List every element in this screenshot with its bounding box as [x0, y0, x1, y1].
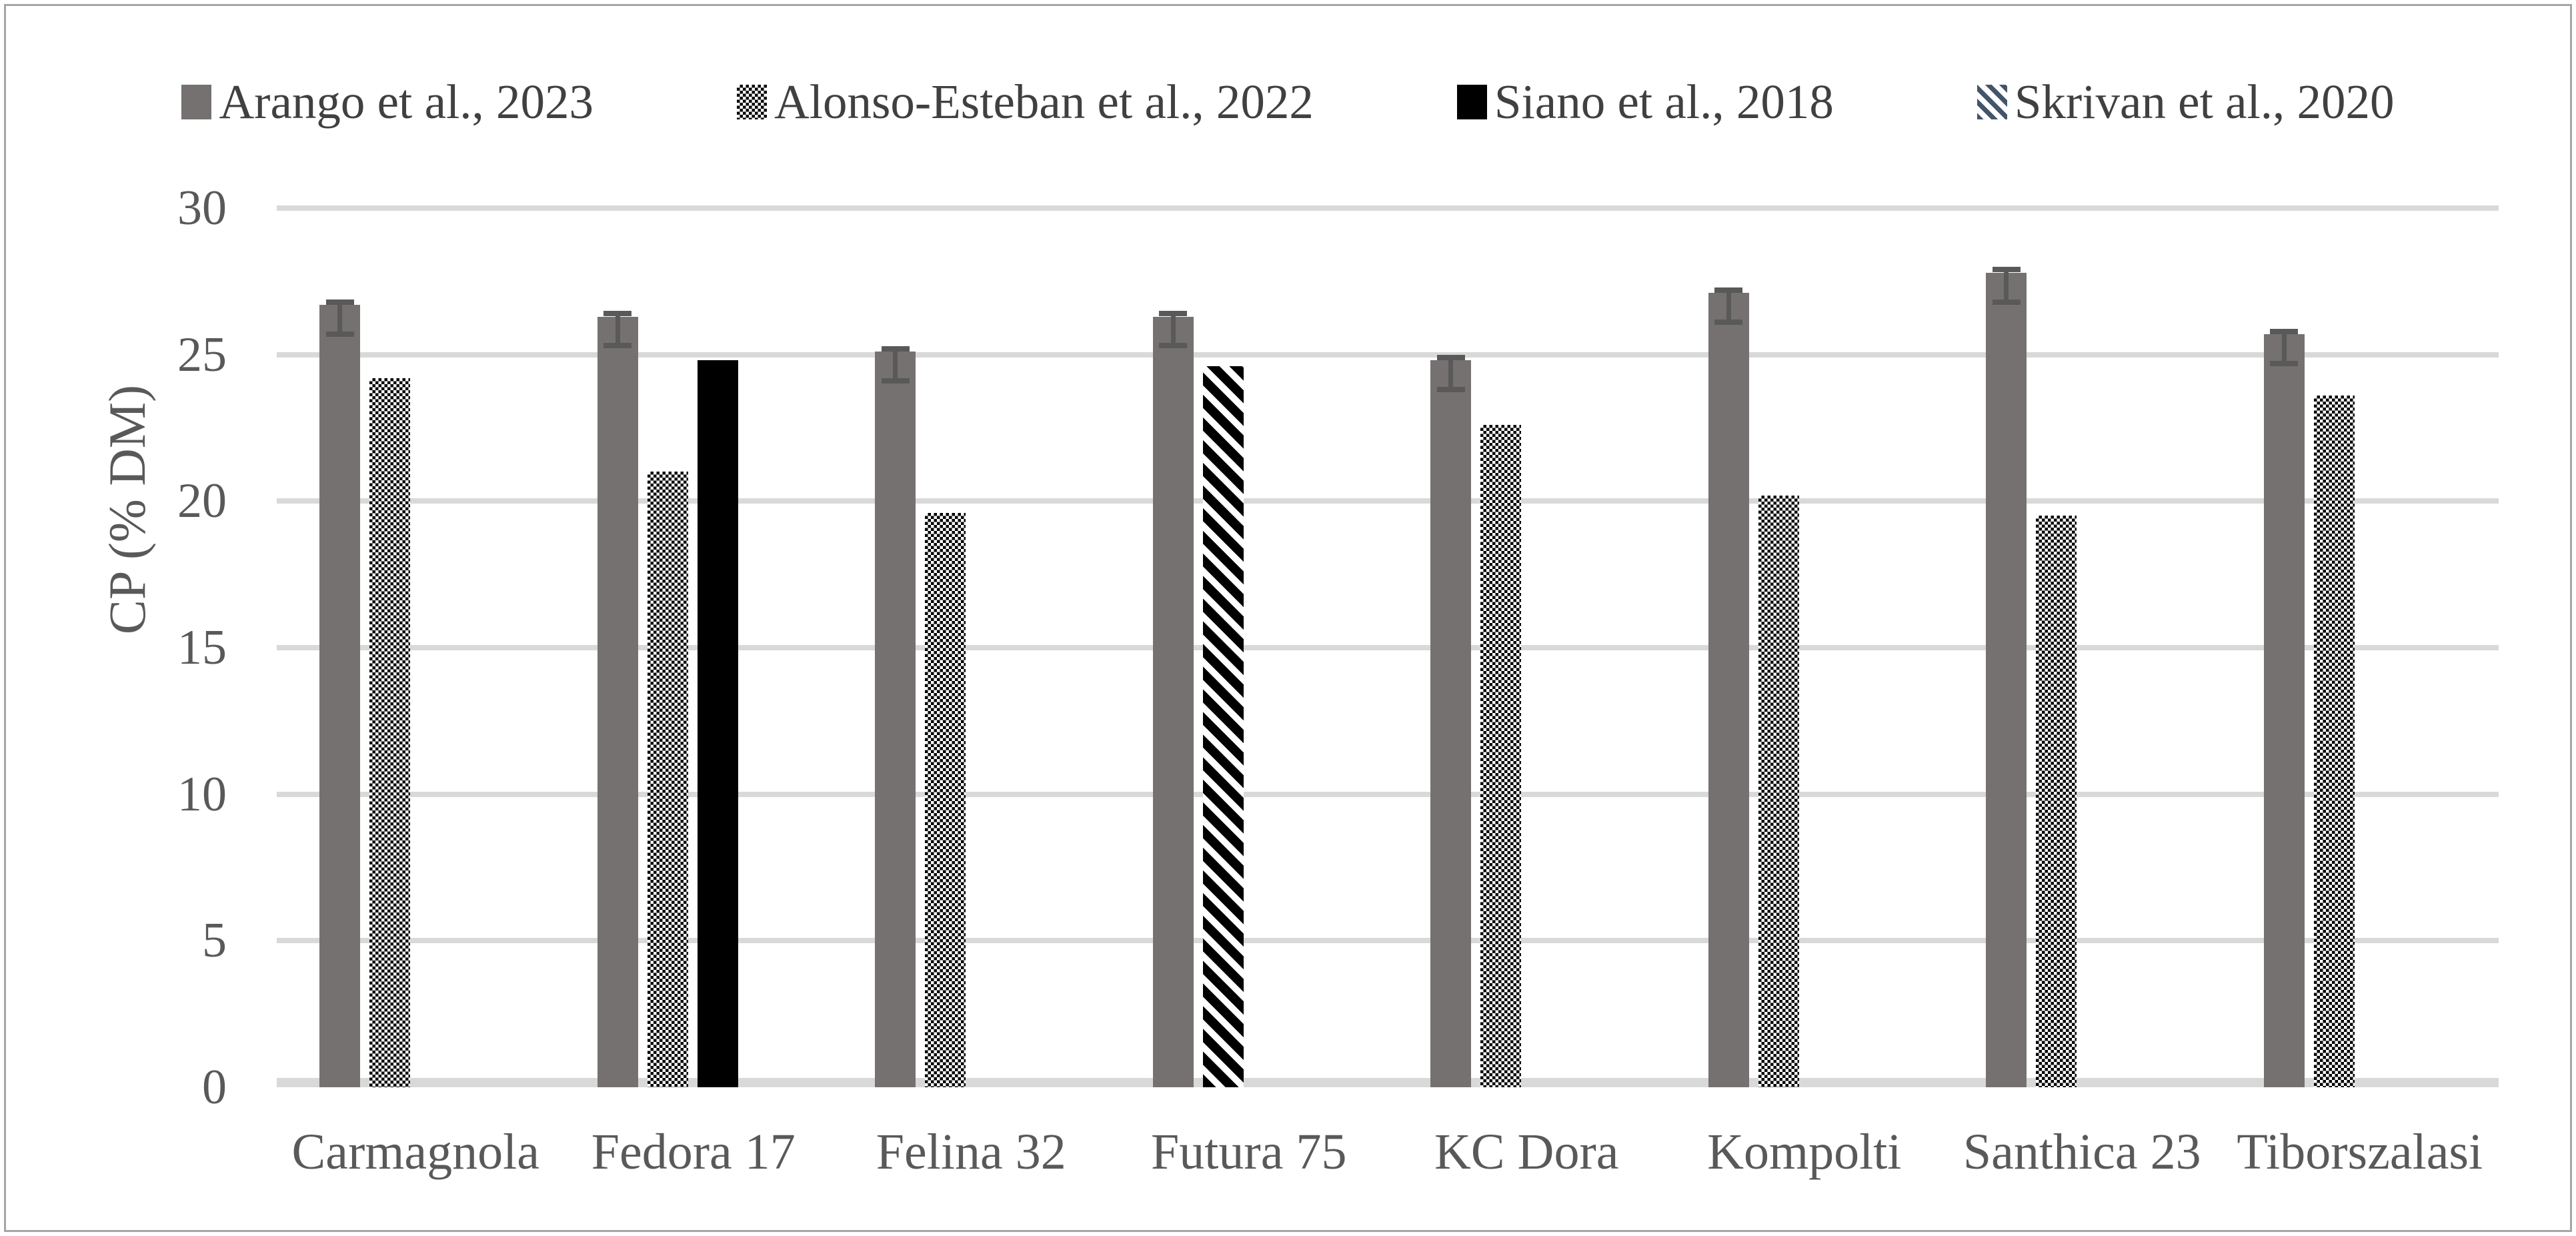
legend-item-arango: Arango et al., 2023 — [181, 74, 593, 130]
x-tick-label-tiborszalasi: Tiborszalasi — [2237, 1124, 2483, 1180]
legend: Arango et al., 2023 Alonso-Esteban et al… — [0, 69, 2576, 135]
y-tick-label-30: 30 — [177, 181, 227, 235]
error-bar-cap-top — [1714, 287, 1742, 293]
bar-arango-carmagnola — [319, 304, 360, 1087]
error-bar-cap-top — [1992, 267, 2021, 273]
x-tick-label-felina-32: Felina 32 — [876, 1124, 1066, 1180]
bar-alonso-esteban-felina-32 — [925, 512, 966, 1087]
bar-alonso-esteban-kc-dora — [1480, 425, 1521, 1087]
error-bar-stem — [337, 299, 342, 337]
error-bar-cap-top — [2270, 328, 2298, 334]
legend-item-alonso-esteban: Alonso-Esteban et al., 2022 — [737, 74, 1314, 130]
error-bar-cap-bottom — [1992, 299, 2021, 305]
legend-label: Alonso-Esteban et al., 2022 — [774, 75, 1314, 129]
bar-arango-felina-32 — [875, 352, 916, 1087]
bar-arango-tiborszalasi — [2263, 334, 2305, 1087]
error-bar-stem — [615, 311, 620, 349]
legend-item-skrivan: Skrivan et al., 2020 — [1977, 74, 2395, 130]
error-bar-cap-top — [1436, 355, 1465, 361]
y-tick-label-0: 0 — [202, 1060, 227, 1115]
error-bar-cap-bottom — [2270, 360, 2298, 366]
x-tick-label-santhica-23: Santhica 23 — [1963, 1124, 2201, 1180]
y-tick-label-5: 5 — [202, 913, 227, 969]
error-bar-cap-top — [1159, 311, 1187, 317]
legend-item-siano: Siano et al., 2018 — [1456, 74, 1834, 130]
gridline-30 — [277, 205, 2499, 211]
bar-siano-fedora-17 — [697, 360, 738, 1087]
error-bar-cap-top — [603, 311, 631, 317]
y-tick-label-10: 10 — [177, 766, 227, 822]
error-bar-stem — [2281, 328, 2287, 366]
error-bar-cap-bottom — [325, 331, 354, 337]
x-tick-label-futura-75: Futura 75 — [1151, 1124, 1347, 1180]
x-tick-label-kc-dora: KC Dora — [1434, 1124, 1619, 1180]
gridline-25 — [277, 352, 2499, 358]
legend-marker-solid-gray — [181, 85, 212, 119]
bar-alonso-esteban-fedora-17 — [647, 472, 688, 1087]
bar-arango-futura-75 — [1152, 316, 1194, 1087]
legend-label: Skrivan et al., 2020 — [2014, 75, 2395, 129]
x-axis-line — [277, 1078, 2499, 1087]
bar-alonso-esteban-santhica-23 — [2036, 516, 2077, 1087]
bar-alonso-esteban-tiborszalasi — [2313, 396, 2355, 1087]
gridline-5 — [277, 938, 2499, 944]
error-bar-cap-bottom — [1436, 387, 1465, 393]
error-bar-stem — [1170, 311, 1176, 349]
error-bar-stem — [2004, 267, 2009, 305]
error-bar-cap-bottom — [603, 343, 631, 349]
bar-alonso-esteban-kompolti — [1758, 495, 1799, 1087]
error-bar-cap-top — [881, 346, 910, 352]
error-bar-stem — [1448, 355, 1453, 393]
gridline-15 — [277, 645, 2499, 650]
legend-label: Arango et al., 2023 — [219, 75, 593, 129]
legend-marker-solid-black — [1456, 85, 1487, 119]
bar-arango-kc-dora — [1430, 360, 1471, 1087]
plot-area — [277, 205, 2499, 1087]
error-bar-cap-top — [325, 299, 354, 305]
bar-arango-fedora-17 — [597, 316, 638, 1087]
y-tick-label-25: 25 — [177, 327, 227, 382]
x-tick-label-kompolti: Kompolti — [1707, 1124, 1902, 1180]
bar-arango-santhica-23 — [1986, 272, 2027, 1087]
gridline-10 — [277, 791, 2499, 797]
bar-skrivan-futura-75 — [1202, 366, 1244, 1087]
error-bar-cap-bottom — [881, 378, 910, 384]
bar-arango-kompolti — [1708, 293, 1749, 1087]
x-tick-label-fedora-17: Fedora 17 — [591, 1124, 796, 1180]
legend-marker-checkerboard — [737, 85, 767, 119]
legend-marker-diagonal-stripes — [1977, 85, 2007, 119]
gridline-20 — [277, 498, 2499, 504]
error-bar-cap-bottom — [1714, 320, 1742, 326]
y-tick-label-20: 20 — [177, 474, 227, 529]
legend-label: Siano et al., 2018 — [1494, 75, 1834, 129]
y-tick-label-15: 15 — [177, 620, 227, 675]
error-bar-cap-bottom — [1159, 343, 1187, 349]
error-bar-stem — [893, 346, 898, 384]
bar-alonso-esteban-carmagnola — [369, 378, 410, 1087]
error-bar-stem — [1726, 287, 1731, 326]
x-tick-label-carmagnola: Carmagnola — [291, 1124, 539, 1180]
